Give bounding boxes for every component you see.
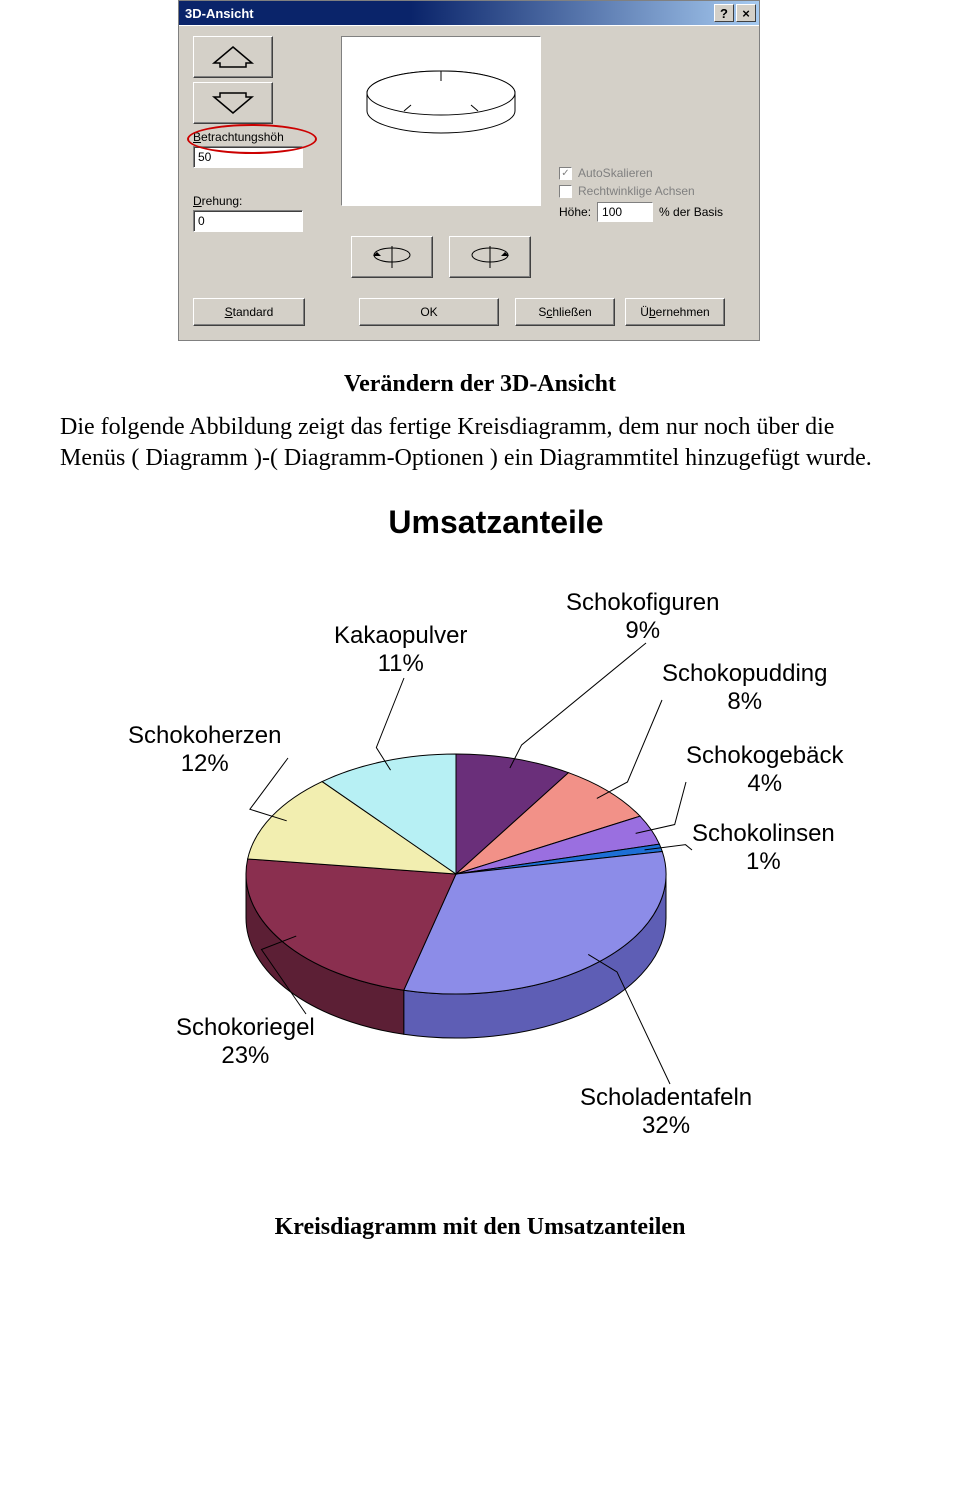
label-schokoherzen: Schokoherzen12% — [128, 722, 281, 777]
standard-button[interactable]: Standard — [193, 298, 305, 326]
checkbox-icon: ✓ — [559, 167, 572, 180]
dialog-3d-view: 3D-Ansicht ? × — [178, 0, 760, 341]
rotate-ccw-button[interactable] — [351, 236, 433, 278]
autoscale-checkbox[interactable]: ✓ AutoSkalieren — [559, 166, 745, 180]
label-schokoriegel: Schokoriegel23% — [176, 1014, 315, 1069]
elevation-up-button[interactable] — [193, 36, 273, 78]
label-schokopudding: Schokopudding8% — [662, 660, 827, 715]
rotation-label: Drehung: — [193, 194, 323, 208]
dialog-title: 3D-Ansicht — [185, 6, 254, 21]
pie-chart: Umsatzanteile Schokofiguren9% Kakaopulve… — [116, 504, 876, 1194]
dialog-titlebar: 3D-Ansicht ? × — [179, 1, 759, 25]
rotate-cw-icon — [465, 242, 515, 272]
label-scholadentafeln: Scholadentafeln32% — [580, 1084, 752, 1139]
preview-pane — [341, 36, 541, 206]
elevation-down-button[interactable] — [193, 82, 273, 124]
autoscale-label: AutoSkalieren — [578, 166, 653, 180]
close-button[interactable]: Schließen — [515, 298, 615, 326]
apply-button[interactable]: Übernehmen — [625, 298, 725, 326]
body-paragraph: Die folgende Abbildung zeigt das fertige… — [0, 412, 960, 474]
arrow-up-icon — [210, 45, 256, 69]
label-schokogebaeck: Schokogebäck4% — [686, 742, 843, 797]
right-angle-label: Rechtwinklige Achsen — [578, 184, 695, 198]
ok-button[interactable]: OK — [359, 298, 499, 326]
arrow-down-icon — [210, 91, 256, 115]
figure1-caption: Verändern der 3D-Ansicht — [0, 371, 960, 398]
label-schokofiguren: Schokofiguren9% — [566, 589, 719, 644]
rotation-input[interactable] — [193, 210, 303, 232]
checkbox-icon — [559, 185, 572, 198]
height-input[interactable] — [597, 202, 653, 222]
figure2-caption: Kreisdiagramm mit den Umsatzanteilen — [0, 1214, 960, 1241]
height-suffix: % der Basis — [659, 205, 723, 219]
help-button[interactable]: ? — [714, 4, 734, 22]
label-schokolinsen: Schokolinsen1% — [692, 820, 835, 875]
label-kakaopulver: Kakaopulver11% — [334, 622, 467, 677]
right-angle-checkbox[interactable]: Rechtwinklige Achsen — [559, 184, 745, 198]
elevation-input[interactable] — [193, 146, 303, 168]
close-icon[interactable]: × — [736, 4, 756, 22]
height-label: Höhe: — [559, 205, 591, 219]
rotate-ccw-icon — [367, 242, 417, 272]
preview-pie-icon — [356, 65, 526, 135]
rotate-cw-button[interactable] — [449, 236, 531, 278]
elevation-label: BBetrachtungshöhetrachtungshöh — [193, 130, 323, 144]
